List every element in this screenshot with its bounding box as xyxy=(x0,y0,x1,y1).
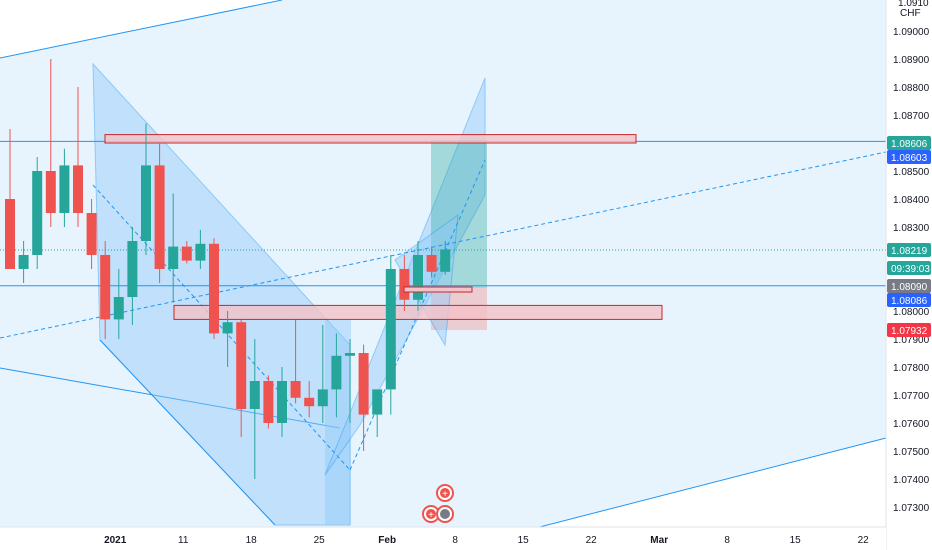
y-tick-label: 1.08700 xyxy=(893,111,930,122)
candle-body xyxy=(345,353,355,356)
y-tick-label: 1.09000 xyxy=(893,27,930,38)
candle-body xyxy=(45,171,56,213)
candle-body xyxy=(290,381,301,398)
price-badge xyxy=(887,261,931,275)
dashed-zigzag-1 xyxy=(92,184,351,471)
x-tick-label: Feb xyxy=(378,535,396,546)
time-axis-background[interactable] xyxy=(0,527,886,550)
price-badge-label: 1.08606 xyxy=(891,139,928,150)
price-badge xyxy=(887,293,931,307)
candle-body xyxy=(73,165,83,213)
falling-channel-lower xyxy=(99,339,276,526)
svg-text:+: + xyxy=(442,489,448,500)
price-partial-label: 1.0910 xyxy=(898,0,929,9)
svg-text:+: + xyxy=(428,510,434,521)
candle-body xyxy=(209,243,219,334)
candle-body xyxy=(236,322,247,409)
currency-label: CHF xyxy=(900,8,921,19)
price-badge xyxy=(887,323,931,337)
candle-body xyxy=(86,213,97,255)
candle-body xyxy=(18,255,29,269)
y-tick-label: 1.07600 xyxy=(893,419,930,430)
candle-body xyxy=(168,246,179,269)
candle-body xyxy=(127,241,138,297)
x-axis-ticks: 2021 11 18 25 Feb 8 15 22 Mar 8 15 22 xyxy=(104,535,869,546)
y-tick-label: 1.07800 xyxy=(893,363,930,374)
x-tick-label: 22 xyxy=(858,535,870,546)
y-tick-label: 1.08500 xyxy=(893,167,930,178)
candle-body xyxy=(141,165,151,241)
y-tick-label: 1.07700 xyxy=(893,391,930,402)
candle-body xyxy=(113,297,124,320)
x-tick-label: 11 xyxy=(178,535,189,546)
candle-body xyxy=(100,255,111,320)
candle-body xyxy=(372,389,383,415)
y-tick-label: 1.08900 xyxy=(893,55,930,66)
candle-body xyxy=(249,381,260,409)
channel-top-line xyxy=(0,0,283,59)
price-badge xyxy=(887,243,931,257)
y-tick-label: 1.07500 xyxy=(893,447,930,458)
x-tick-label: 2021 xyxy=(104,535,127,546)
candle-body xyxy=(5,199,15,269)
y-tick-label: 1.08300 xyxy=(893,223,930,234)
dashed-trendline xyxy=(0,151,887,339)
price-badges: 1.08606 1.08603 1.08219 09:39:03 1.08090 1.08… xyxy=(887,136,931,337)
x-tick-label: 18 xyxy=(246,535,258,546)
candle-body xyxy=(399,269,410,300)
price-badge xyxy=(887,150,931,164)
candle-body xyxy=(154,165,165,269)
price-badge xyxy=(887,136,931,150)
candle-body xyxy=(317,389,328,407)
price-badge xyxy=(887,279,931,293)
y-tick-label: 1.08000 xyxy=(893,307,930,318)
price-badge-label: 1.08086 xyxy=(891,296,928,307)
x-tick-label: 25 xyxy=(314,535,326,546)
candle-body xyxy=(32,171,43,255)
price-badge-label: 1.08090 xyxy=(891,282,928,293)
x-tick-label: 15 xyxy=(518,535,530,546)
y-tick-label: 1.08400 xyxy=(893,195,930,206)
price-badge-label: 1.07932 xyxy=(891,326,928,337)
candle-body xyxy=(358,353,369,415)
small-order-box xyxy=(403,286,473,293)
candle-body xyxy=(222,322,233,334)
candle-body xyxy=(331,355,342,390)
candle-body xyxy=(195,243,206,261)
y-axis-ticks: 1.09000 1.08900 1.08800 1.08700 1.08500 1.084… xyxy=(893,27,930,514)
price-badge-label: 1.08603 xyxy=(891,153,928,164)
candles xyxy=(5,59,451,479)
y-tick-label: 1.07900 xyxy=(893,335,930,346)
x-tick-label: 22 xyxy=(586,535,598,546)
price-badge-label: 1.08219 xyxy=(891,246,928,257)
zone-1 xyxy=(104,134,637,144)
event-marker-1[interactable]: + xyxy=(436,484,454,502)
y-tick-label: 1.08800 xyxy=(893,83,930,94)
x-tick-label: 15 xyxy=(790,535,802,546)
price-badge-label: 09:39:03 xyxy=(891,264,930,275)
y-tick-label: 1.07400 xyxy=(893,475,930,486)
candle-body xyxy=(181,246,192,261)
y-tick-label: 1.07300 xyxy=(893,503,930,514)
candle-body xyxy=(440,249,451,272)
event-marker-3[interactable] xyxy=(436,505,454,523)
candle-body xyxy=(413,255,423,300)
candle-body xyxy=(304,397,315,407)
x-tick-label: 8 xyxy=(724,535,730,546)
x-tick-label: Mar xyxy=(650,535,668,546)
candle-body xyxy=(277,381,287,423)
x-tick-label: 8 xyxy=(452,535,458,546)
candle-body xyxy=(59,165,70,213)
candle-body xyxy=(263,381,274,423)
candle-body xyxy=(426,255,437,272)
candle-body xyxy=(385,269,396,390)
